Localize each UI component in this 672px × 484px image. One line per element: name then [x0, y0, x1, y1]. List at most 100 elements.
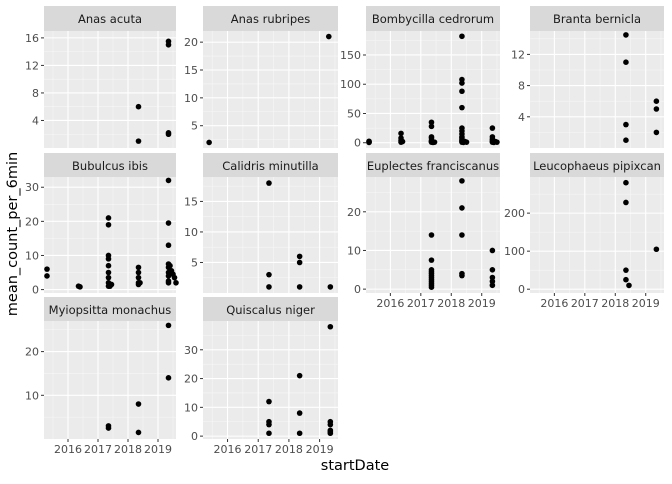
y-tick-label: 10: [25, 249, 39, 262]
y-tick-label: 150: [340, 49, 361, 62]
x-tick-label: 2018: [275, 443, 303, 456]
data-point: [77, 284, 83, 290]
facet-panel: Quiscalus niger 0 10 20 30 2016 2017 2018 2019: [184, 297, 338, 456]
y-tick-label: 0: [32, 284, 39, 297]
data-point: [44, 273, 50, 279]
y-tick-label: 4: [518, 111, 525, 124]
facet-strip: [530, 6, 664, 31]
facet-title: Branta bernicla: [553, 12, 641, 26]
x-tick-label: 2017: [244, 443, 272, 456]
data-point: [165, 322, 172, 329]
x-tick-label: 2019: [468, 297, 496, 310]
y-tick-label: 100: [504, 245, 525, 258]
data-point: [296, 284, 303, 290]
data-point: [165, 177, 172, 184]
data-point: [105, 269, 112, 276]
data-point: [489, 247, 496, 254]
data-point: [173, 279, 179, 286]
y-tick-label: 10: [184, 92, 198, 105]
facet-strip: [203, 297, 338, 322]
data-point: [105, 215, 112, 221]
facet-title: Anas rubripes: [231, 12, 310, 26]
y-tick-label: 100: [340, 78, 361, 91]
y-tick-label: 10: [184, 401, 198, 414]
y-tick-label: 10: [347, 244, 361, 257]
data-point: [266, 180, 272, 186]
data-point: [653, 129, 660, 136]
data-point: [135, 429, 142, 436]
facet-strip: [44, 297, 176, 322]
y-tick-label: 20: [184, 373, 198, 386]
data-point: [489, 282, 496, 289]
x-tick-label: 2019: [144, 443, 172, 456]
data-point: [296, 259, 303, 266]
y-tick-label: 30: [25, 181, 39, 194]
panel-background: [44, 321, 176, 439]
data-point: [459, 205, 465, 211]
x-tick-label: 2018: [437, 297, 465, 310]
data-point: [489, 274, 496, 281]
facet-panel: Myiopsitta monachus 10 20 2016 2017 2018 2019: [25, 297, 176, 456]
data-point: [135, 264, 142, 271]
data-point: [165, 242, 172, 249]
x-tick-label: 2017: [407, 297, 435, 310]
y-axis-title: mean_count_per_6min: [5, 152, 21, 316]
data-point: [653, 98, 660, 104]
data-point: [653, 246, 660, 253]
panel-background: [203, 31, 338, 148]
data-point: [296, 430, 303, 437]
y-tick-label: 12: [25, 59, 39, 72]
data-point: [623, 137, 629, 143]
panel-background: [530, 31, 664, 148]
data-point: [623, 276, 629, 283]
data-point: [459, 33, 465, 40]
y-tick-label: 4: [32, 114, 39, 127]
y-tick-label: 12: [511, 48, 525, 61]
y-tick-label: 0: [191, 430, 198, 443]
data-point: [623, 59, 629, 65]
facet-panel: Leucophaeus pipixcan 0 100 200 2016 2017 2018 2…: [504, 153, 664, 310]
data-point: [431, 139, 438, 145]
data-point: [266, 421, 272, 428]
data-point: [399, 138, 406, 145]
data-point: [623, 32, 629, 38]
data-point: [135, 138, 142, 144]
data-point: [135, 269, 142, 276]
data-point: [327, 323, 334, 330]
y-tick-label: 16: [25, 32, 39, 45]
panel-background: [530, 177, 664, 293]
facet-title: Calidris minutilla: [222, 159, 318, 173]
data-point: [296, 372, 303, 379]
y-tick-label: 15: [184, 64, 198, 77]
y-tick-label: 20: [25, 346, 39, 359]
data-point: [459, 104, 465, 111]
data-point: [327, 284, 334, 290]
x-tick-label: 2016: [214, 443, 242, 456]
x-tick-label: 2017: [571, 297, 599, 310]
data-point: [266, 398, 272, 405]
data-point: [108, 281, 115, 288]
y-tick-label: 10: [184, 226, 198, 239]
x-tick-label: 2016: [540, 297, 568, 310]
facet-strip: [366, 153, 500, 178]
data-point: [167, 262, 173, 269]
facet-title: Leucophaeus pipixcan: [533, 159, 661, 173]
data-point: [327, 421, 334, 428]
facet-title: Euplectes franciscanus: [367, 159, 499, 173]
facet-panel: Bombycilla cedrorum 0 50 100 150: [340, 6, 500, 150]
y-tick-label: 20: [25, 215, 39, 228]
facet-panel: Anas acuta 4 8 12 16: [25, 6, 176, 148]
y-tick-label: 20: [184, 36, 198, 49]
data-point: [653, 106, 660, 112]
y-tick-label: 50: [347, 107, 361, 120]
facet-title: Quiscalus niger: [226, 303, 315, 317]
data-point: [459, 232, 465, 238]
data-point: [137, 279, 143, 286]
data-point: [428, 257, 435, 263]
y-tick-label: 20: [347, 206, 361, 219]
y-tick-label: 200: [504, 207, 525, 220]
panel-background: [44, 31, 176, 148]
data-point: [105, 425, 112, 431]
y-tick-label: 0: [354, 137, 361, 150]
